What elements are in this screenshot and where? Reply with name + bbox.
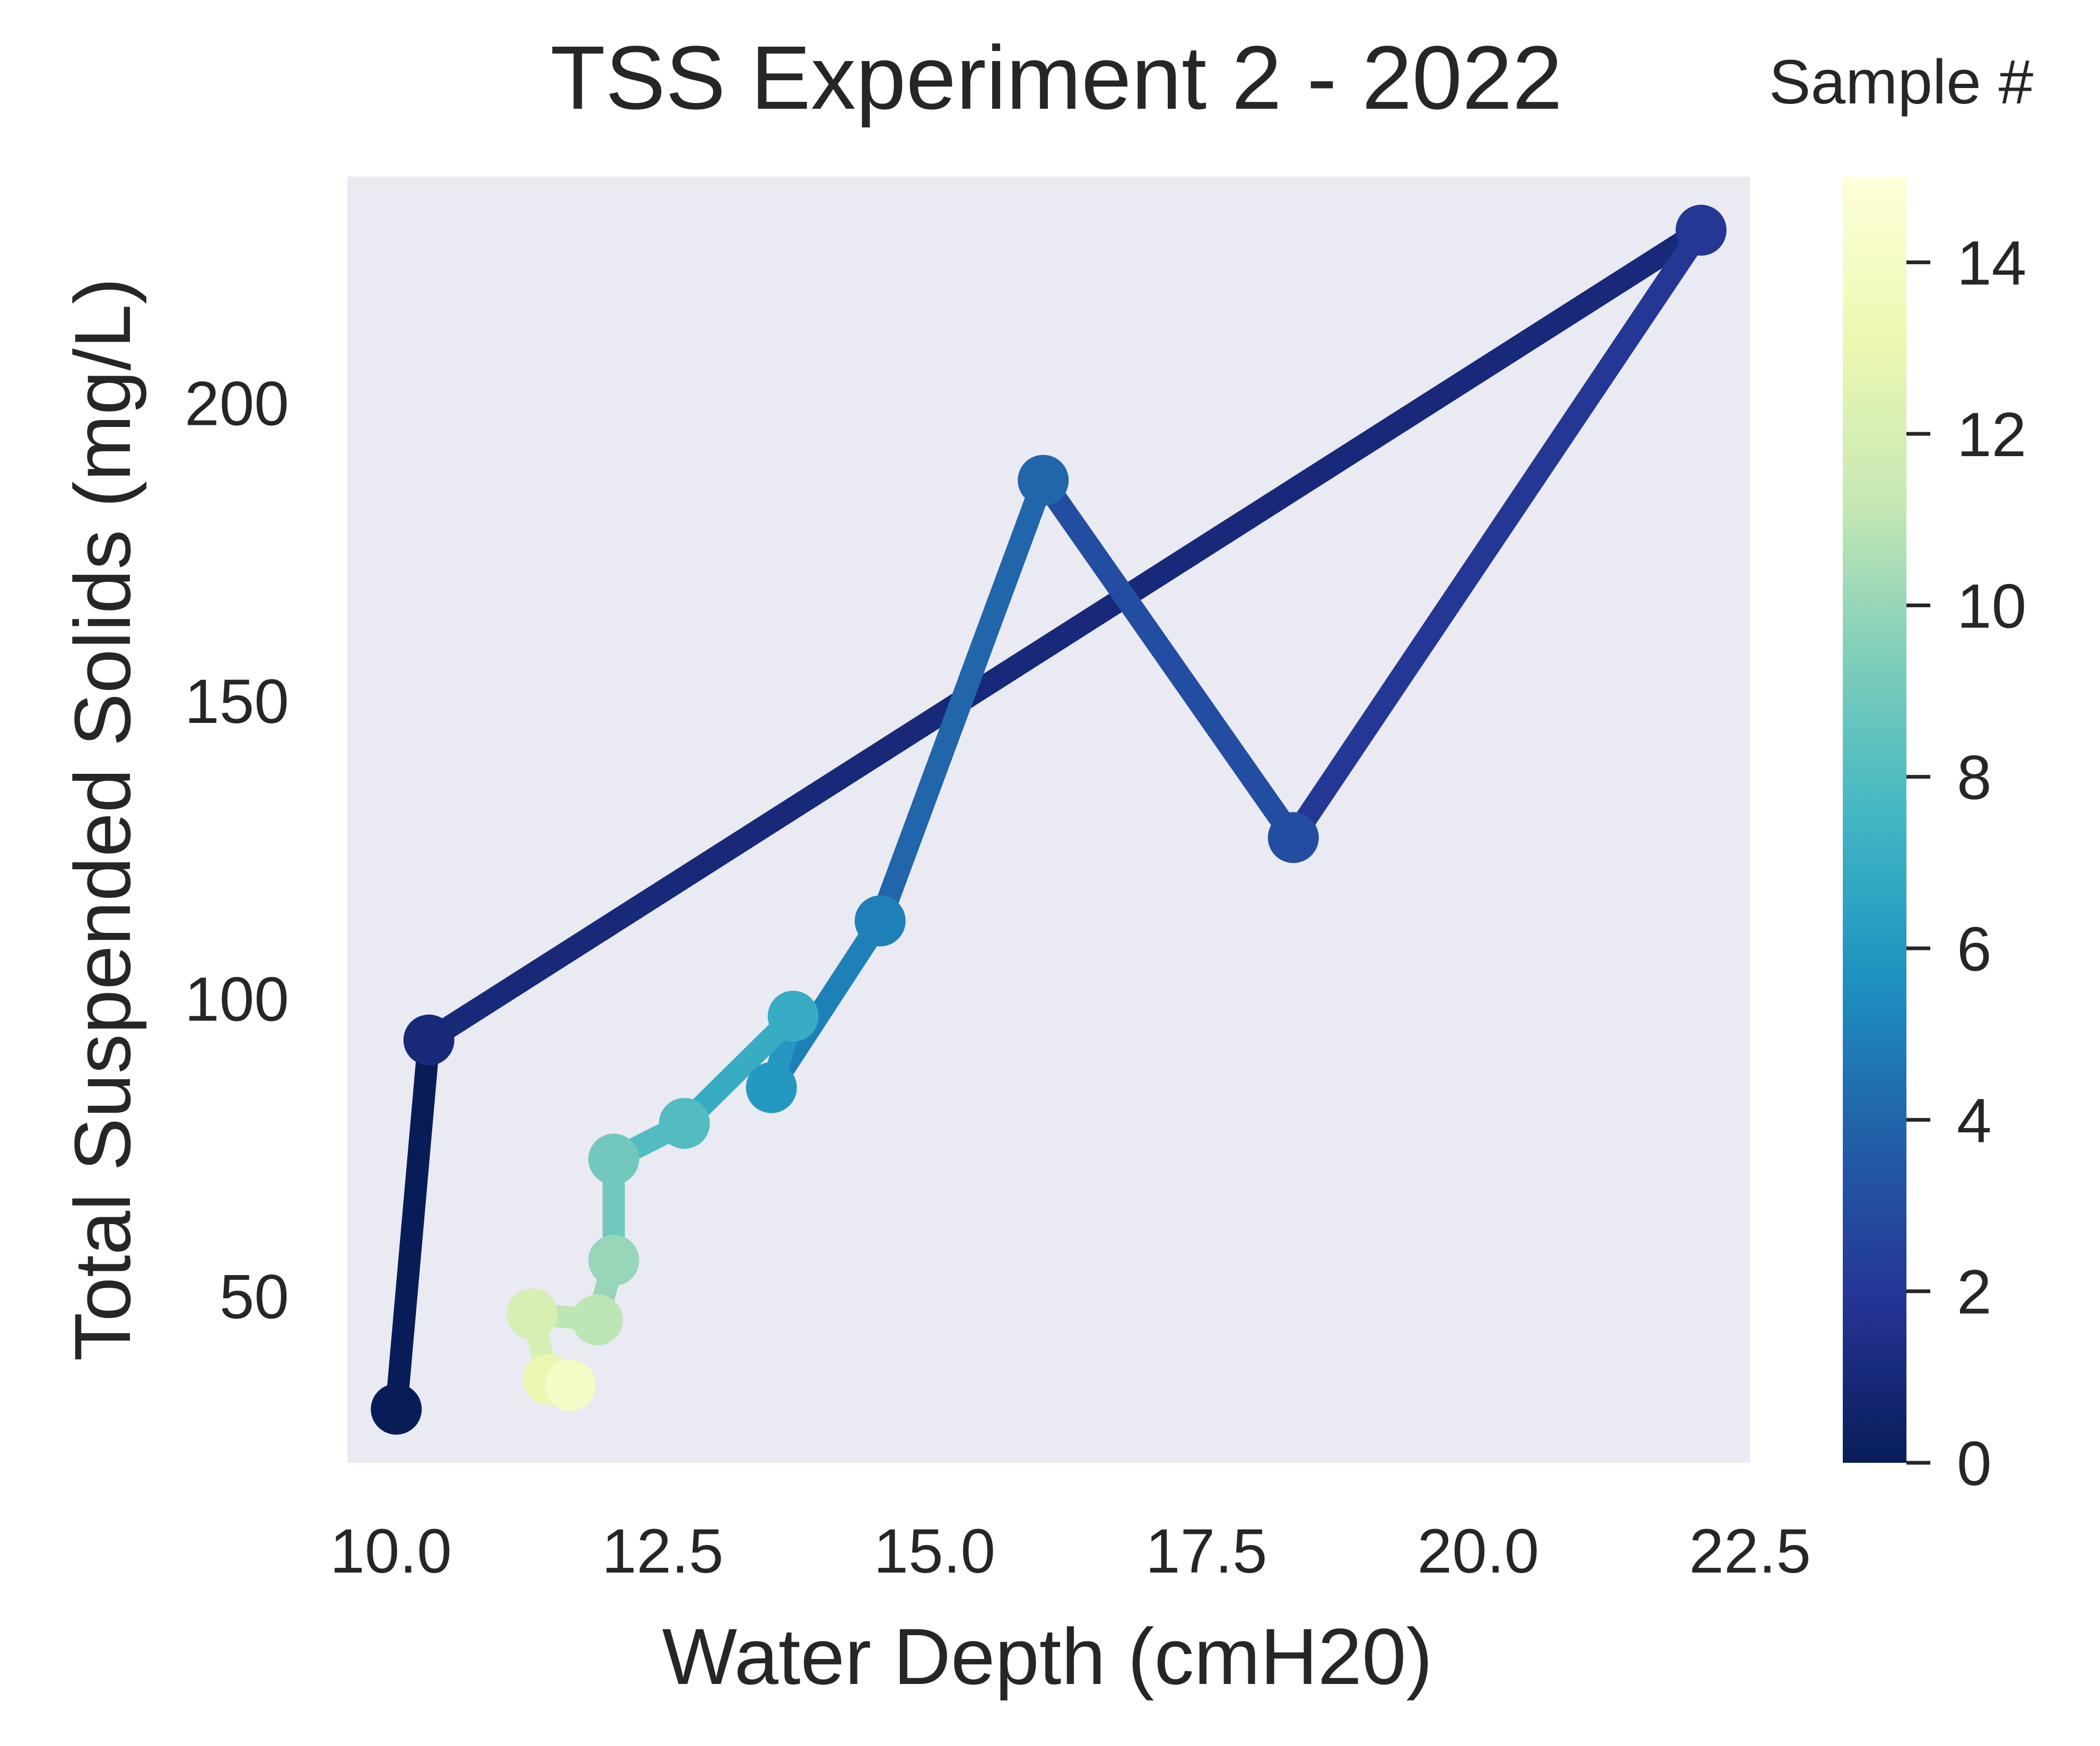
data-point [403,1014,454,1066]
line-segment [385,1039,440,1410]
x-axis-label: Water Depth (cmH20) [662,1612,1432,1701]
chart-title: TSS Experiment 2 - 2022 [550,28,1563,128]
line-segment [423,221,1708,1050]
x-tick-label: 20.0 [1418,1516,1539,1586]
colorbar [1843,177,1906,1463]
y-tick-label: 150 [185,667,289,737]
data-point [746,1062,797,1113]
colorbar-tick-label: 12 [1957,400,2026,470]
data-point [1267,812,1319,863]
y-tick-label: 100 [185,964,289,1034]
data-points [371,205,1727,1435]
colorbar-tick-label: 8 [1957,743,1992,813]
data-point [854,895,906,947]
data-point [1018,455,1069,506]
data-point [588,1235,640,1286]
y-axis-ticks: 50 100 150 200 [185,369,289,1332]
x-tick-label: 12.5 [602,1516,724,1586]
data-point [371,1383,422,1435]
data-point [767,990,819,1042]
colorbar-tick-label: 14 [1957,229,2026,299]
data-point [545,1360,596,1411]
data-point [506,1288,558,1340]
line-segment [1034,474,1303,844]
colorbar-tick-label: 2 [1957,1258,1992,1328]
colorbar-tick-label: 4 [1957,1086,1992,1156]
colorbar-title: Sample # [1769,47,2034,117]
colorbar-tick-label: 10 [1957,571,2026,641]
colorbar-tick-label: 6 [1957,914,1992,984]
plot-area [347,177,1750,1463]
x-axis-ticks: 10.0 12.5 15.0 17.5 20.0 22.5 [330,1516,1811,1586]
x-tick-label: 15.0 [873,1516,995,1586]
line-segment [869,476,1054,925]
line-segment [1284,224,1711,844]
x-tick-label: 22.5 [1689,1516,1811,1586]
y-tick-label: 200 [185,369,289,439]
y-axis-label: Total Suspended Solids (mg/L) [58,278,147,1361]
x-tick-label: 17.5 [1145,1516,1267,1586]
colorbar-tick-label: 0 [1957,1429,1992,1499]
y-tick-label: 50 [220,1262,289,1332]
x-tick-label: 10.0 [330,1516,452,1586]
data-point [1675,205,1727,256]
colorbar-ticks: 0 2 4 6 8 10 12 14 [1906,229,2026,1499]
data-point [572,1294,623,1346]
data-point [588,1133,640,1185]
data-point [659,1098,710,1149]
